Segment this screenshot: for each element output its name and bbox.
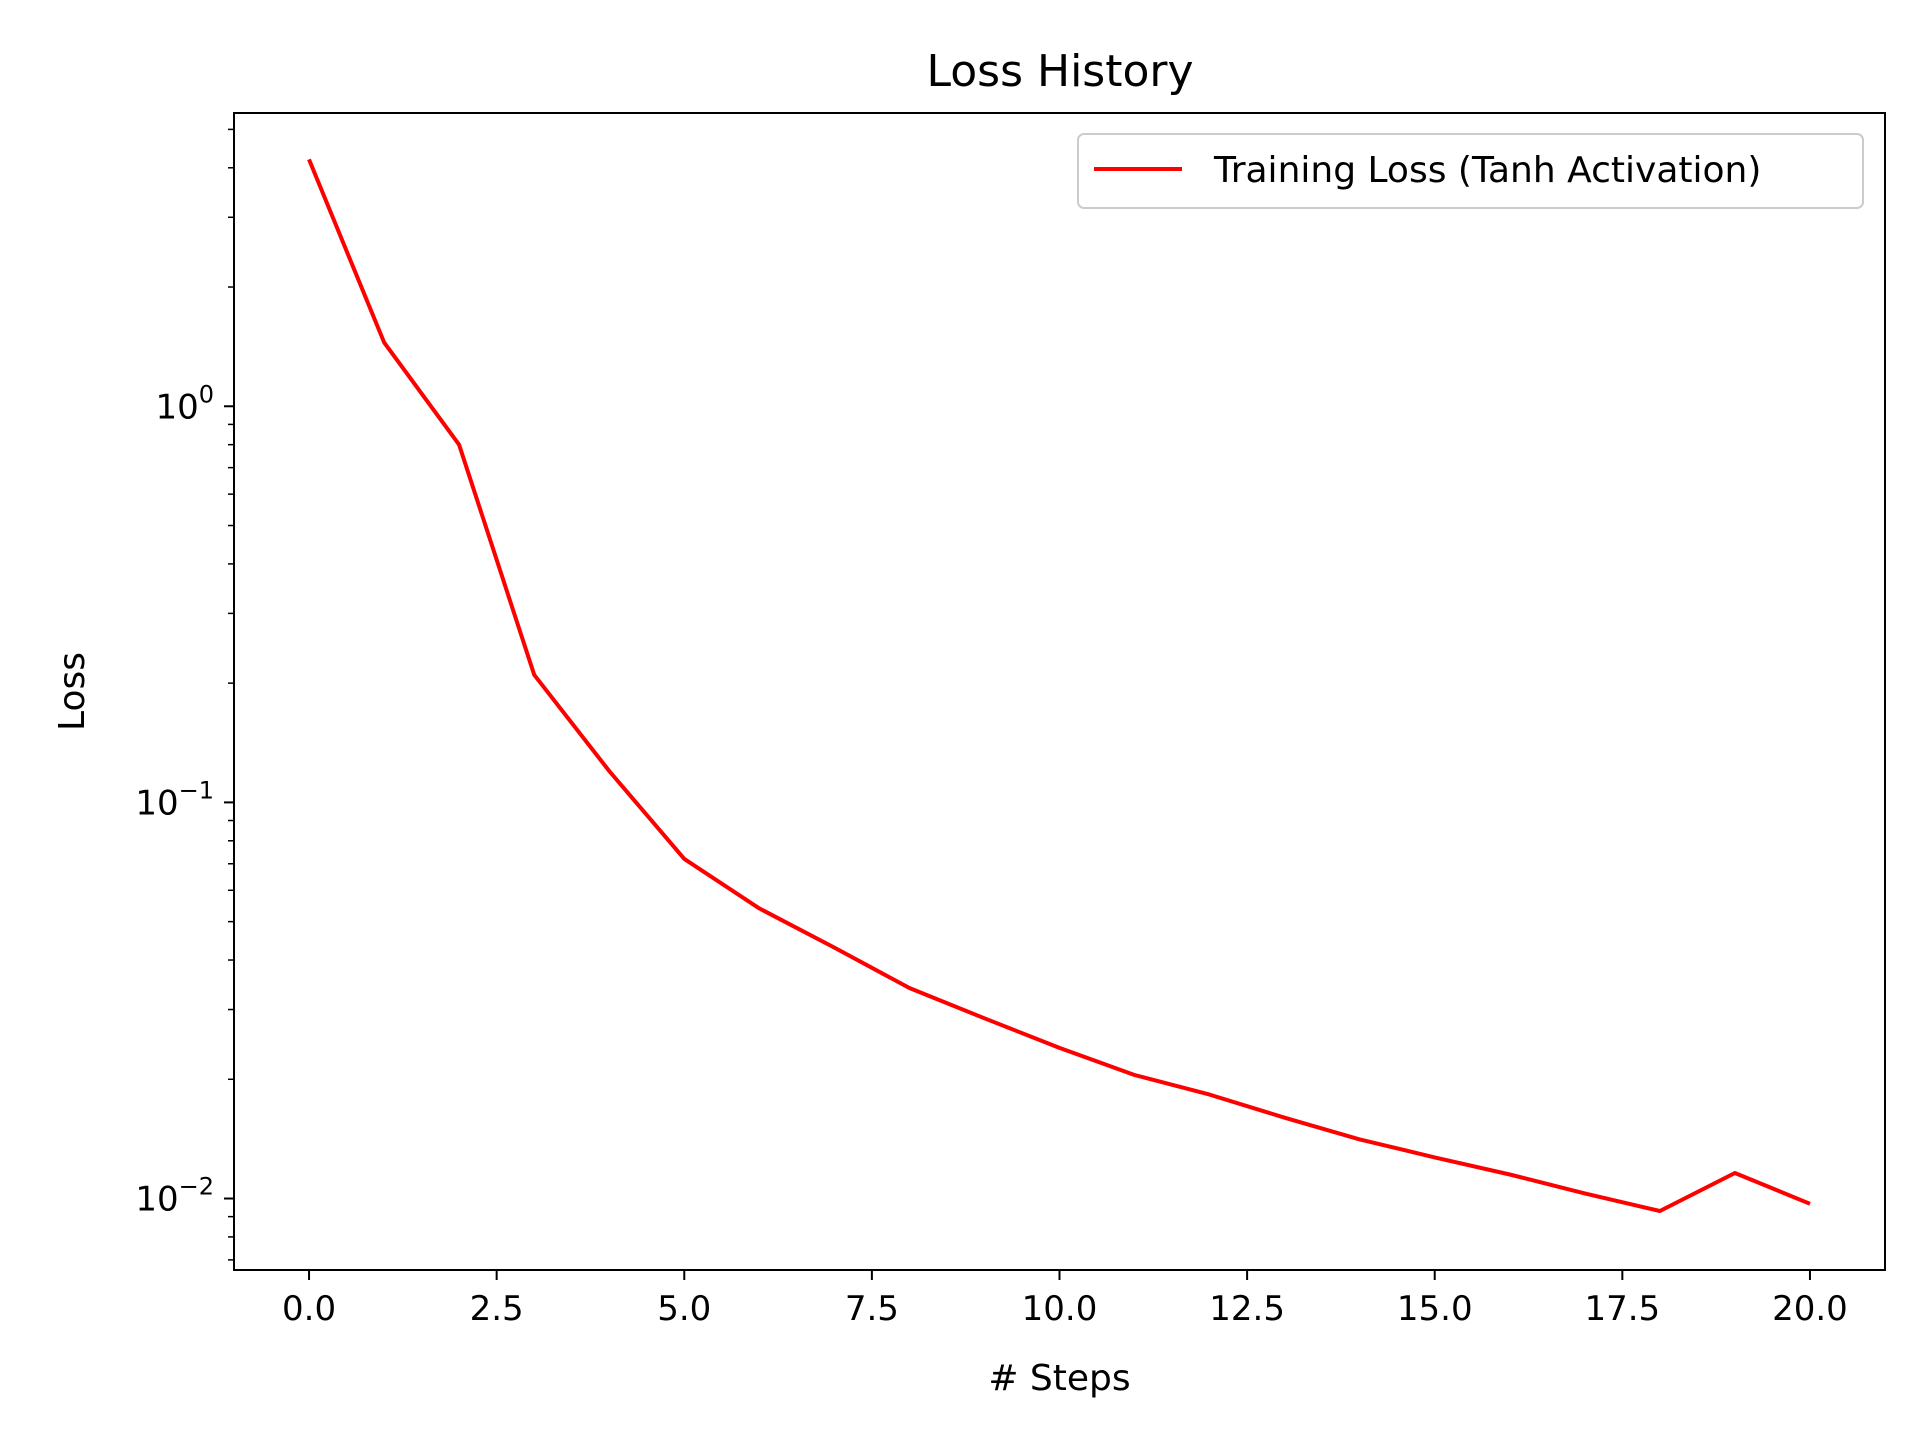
x-tick-label: 5.0: [657, 1289, 711, 1329]
x-tick-label: 2.5: [470, 1289, 524, 1329]
y-tick-label: 10−1: [135, 776, 214, 823]
x-tick-label: 20.0: [1772, 1289, 1848, 1329]
x-tick-label: 17.5: [1584, 1289, 1660, 1329]
y-tick-label: 10−2: [135, 1173, 214, 1220]
series-lines: [307, 158, 1811, 1213]
x-axis-label: # Steps: [988, 1358, 1130, 1399]
x-tick-label: 7.5: [845, 1289, 899, 1329]
x-tick-label: 10.0: [1022, 1289, 1098, 1329]
x-tick-label: 12.5: [1209, 1289, 1285, 1329]
legend: Training Loss (Tanh Activation): [1077, 133, 1864, 209]
plot-area-frame: [233, 112, 1886, 1271]
x-tick-label: 0.0: [282, 1289, 336, 1329]
y-axis-label: Loss: [52, 652, 93, 731]
x-tick-label: 15.0: [1397, 1289, 1473, 1329]
legend-box: [1077, 133, 1864, 209]
chart-title: Loss History: [926, 46, 1193, 97]
y-tick-label: 100: [155, 380, 214, 427]
x-axis-ticks: 0.0 2.5 5.0 7.5 10.0 12.5 15.0 17.5 20.0: [282, 1270, 1848, 1329]
legend-label: Training Loss (Tanh Activation): [1213, 150, 1761, 191]
series-line: [307, 158, 1811, 1213]
y-axis-ticks: 100 10−1 10−2: [135, 380, 234, 1220]
